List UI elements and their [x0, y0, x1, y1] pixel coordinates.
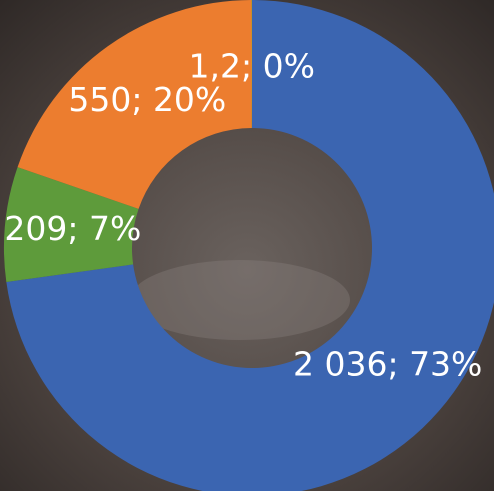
slice — [251, 0, 252, 129]
labels: 2 036; 73% 209; 7% 550; 20%1,2; 0% — [4, 47, 482, 384]
slices — [3, 0, 494, 491]
slice — [6, 0, 494, 491]
data-label: 2 036; 73% — [293, 345, 482, 384]
data-label: 550; 20% — [68, 80, 226, 119]
slice — [3, 167, 139, 282]
data-label: 209; 7% — [4, 209, 141, 248]
background-blur — [130, 260, 350, 340]
data-label: 1,2; 0% — [189, 47, 315, 86]
slice — [17, 0, 252, 209]
